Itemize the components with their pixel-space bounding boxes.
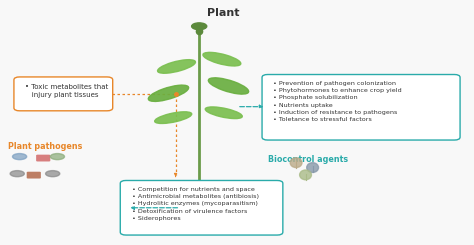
Text: • Prevention of pathogen colonization
• Phytohormones to enhance crop yield
• Ph: • Prevention of pathogen colonization • …: [273, 81, 402, 122]
Ellipse shape: [157, 60, 195, 73]
Text: • Competition for nutrients and space
• Antimicrobial metabolites (antibiosis)
•: • Competition for nutrients and space • …: [132, 187, 259, 221]
FancyBboxPatch shape: [120, 181, 283, 235]
Ellipse shape: [191, 23, 207, 30]
Ellipse shape: [10, 171, 24, 177]
Text: Plant pathogens: Plant pathogens: [8, 142, 82, 151]
Ellipse shape: [300, 170, 311, 180]
Ellipse shape: [203, 52, 241, 66]
Ellipse shape: [205, 107, 242, 119]
Ellipse shape: [208, 78, 249, 94]
Text: Biocontrol agents: Biocontrol agents: [268, 155, 348, 164]
Ellipse shape: [46, 171, 60, 177]
Ellipse shape: [12, 154, 27, 160]
FancyBboxPatch shape: [36, 155, 50, 161]
Ellipse shape: [290, 158, 302, 168]
FancyBboxPatch shape: [27, 172, 41, 179]
Text: • Toxic metabolites that
   injury plant tissues: • Toxic metabolites that injury plant ti…: [25, 84, 109, 98]
Ellipse shape: [155, 112, 192, 123]
Ellipse shape: [50, 154, 64, 160]
FancyBboxPatch shape: [14, 77, 113, 111]
FancyBboxPatch shape: [262, 74, 460, 140]
Ellipse shape: [307, 163, 319, 172]
Ellipse shape: [148, 85, 189, 101]
Text: Plant: Plant: [207, 8, 239, 18]
